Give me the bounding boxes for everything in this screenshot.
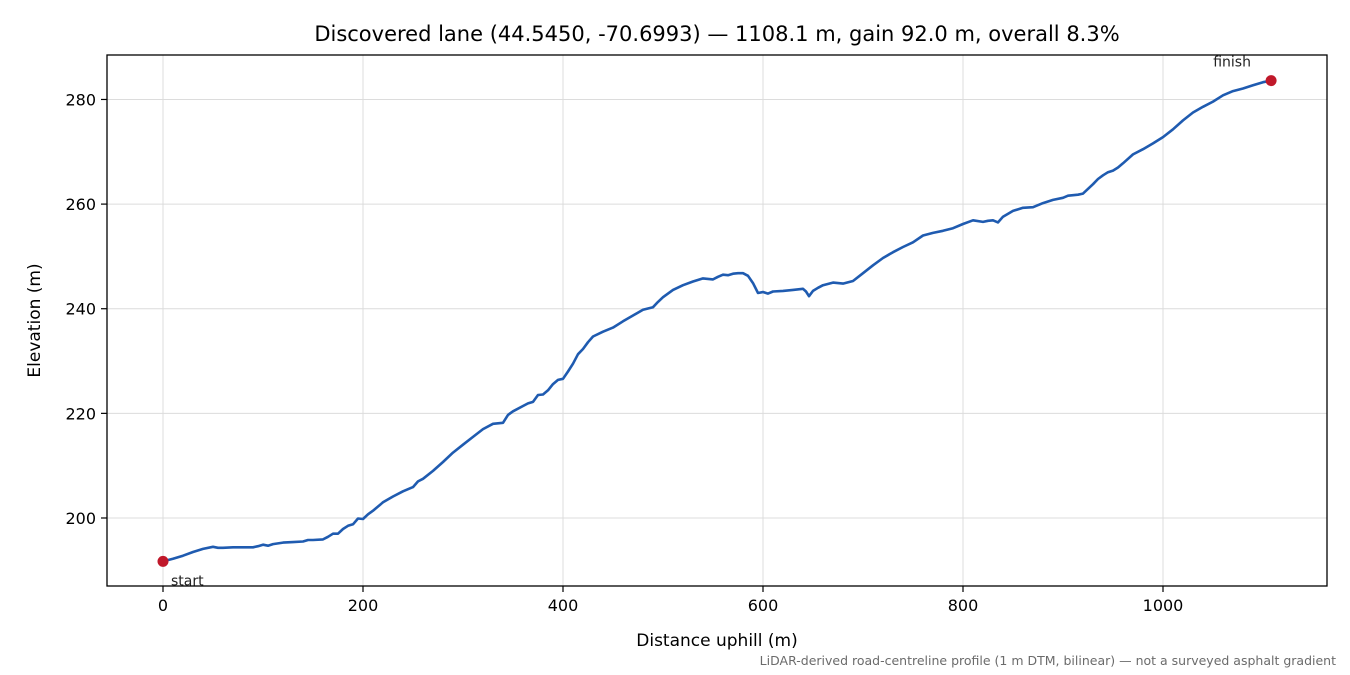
grid-lines xyxy=(107,55,1327,586)
start-annotation: start xyxy=(171,573,204,589)
finish-marker xyxy=(1265,75,1277,87)
y-tick-label: 260 xyxy=(65,195,96,214)
x-tick-label: 1000 xyxy=(1143,596,1184,615)
y-tick-label: 220 xyxy=(65,404,96,423)
finish-annotation: finish xyxy=(1213,55,1251,71)
x-axis-label: Distance uphill (m) xyxy=(636,631,797,651)
start-marker xyxy=(157,555,169,567)
x-tick-label: 600 xyxy=(748,596,779,615)
footnote: LiDAR-derived road-centreline profile (1… xyxy=(760,653,1336,668)
x-tick-label: 0 xyxy=(158,596,168,615)
elevation-line xyxy=(161,79,1273,563)
x-tick-label: 800 xyxy=(948,596,979,615)
chart-title: Discovered lane (44.5450, -70.6993) — 11… xyxy=(314,22,1119,46)
plot-frame xyxy=(106,54,1328,587)
axis-ticks: 0 200 400 600 800 1000 200 220 240 260 280 xyxy=(65,90,1183,615)
y-tick-label: 280 xyxy=(65,90,96,109)
y-axis-label: Elevation (m) xyxy=(25,263,45,377)
y-tick-label: 200 xyxy=(65,509,96,528)
plot-area xyxy=(157,75,1277,567)
x-tick-label: 200 xyxy=(348,596,379,615)
y-tick-label: 240 xyxy=(65,300,96,319)
x-tick-label: 400 xyxy=(548,596,579,615)
